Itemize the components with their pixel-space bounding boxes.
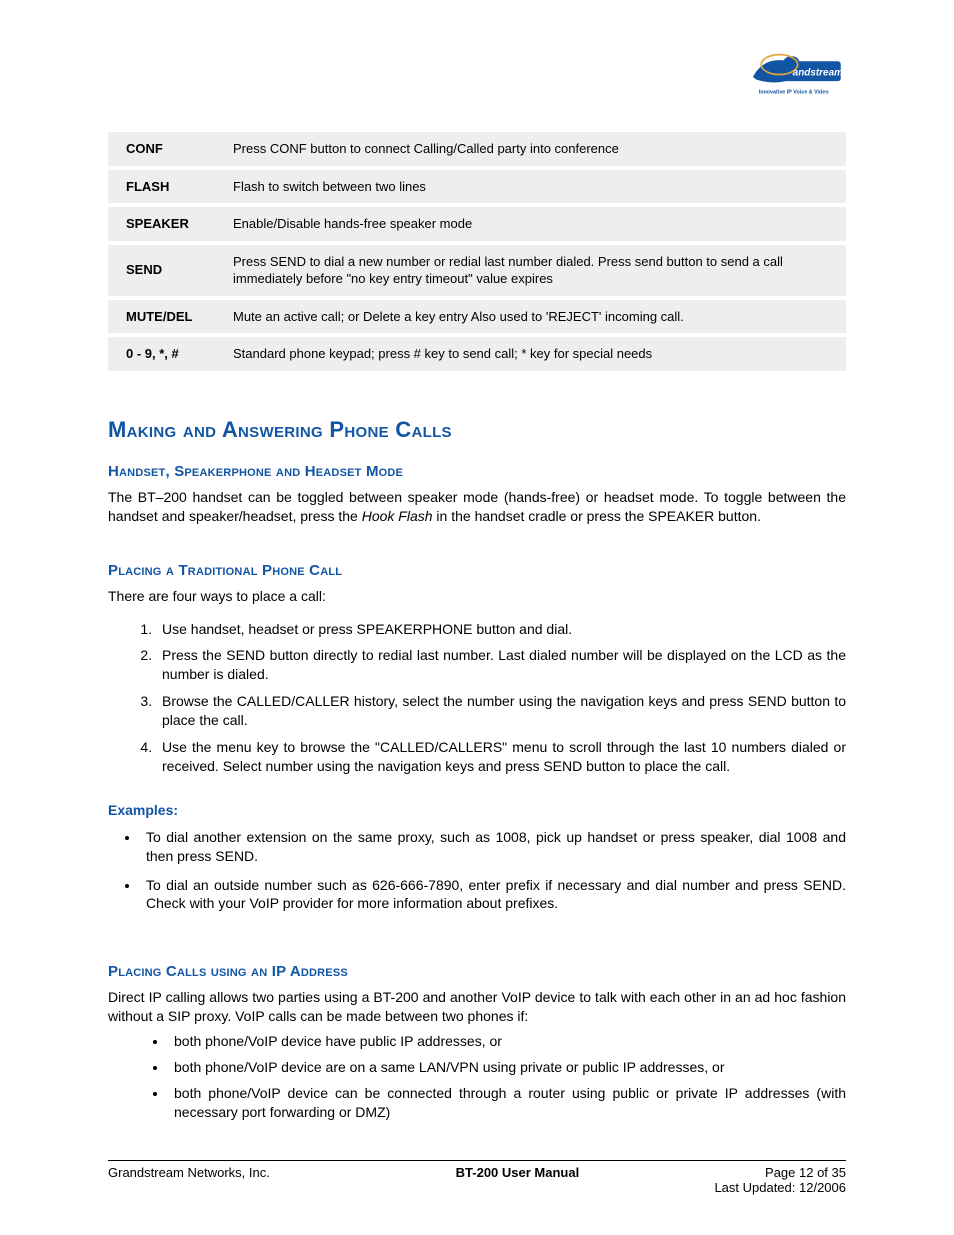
table-row: MUTE/DEL Mute an active call; or Delete …: [108, 300, 846, 334]
list-item: Use the menu key to browse the "CALLED/C…: [156, 738, 846, 776]
list-item: both phone/VoIP device can be connected …: [168, 1084, 846, 1122]
ip-conditions-list: both phone/VoIP device have public IP ad…: [168, 1032, 846, 1122]
hook-switch-text: Hook Flash: [362, 508, 433, 524]
footer-company: Grandstream Networks, Inc.: [108, 1165, 270, 1180]
table-row: 0 - 9, *, # Standard phone keypad; press…: [108, 337, 846, 371]
logo: andstream Innovative IP Voice & Video: [746, 48, 846, 106]
subheading-handset-mode: Handset, Speakerphone and Headset Mode: [108, 463, 846, 480]
para-text: in the handset cradle or press the SPEAK…: [433, 508, 761, 524]
list-item: To dial another extension on the same pr…: [140, 828, 846, 866]
table-row: SEND Press SEND to dial a new number or …: [108, 245, 846, 296]
list-item: both phone/VoIP device are on a same LAN…: [168, 1058, 846, 1077]
para-ip-intro: Direct IP calling allows two parties usi…: [108, 988, 846, 1026]
list-item: Browse the CALLED/CALLER history, select…: [156, 692, 846, 730]
list-item: Press the SEND button directly to redial…: [156, 646, 846, 684]
table-row: CONF Press CONF button to connect Callin…: [108, 132, 846, 166]
desc-cell: Press CONF button to connect Calling/Cal…: [223, 132, 846, 166]
key-function-table: CONF Press CONF button to connect Callin…: [108, 128, 846, 375]
key-cell: CONF: [108, 132, 223, 166]
footer-title: BT-200 User Manual: [456, 1165, 580, 1180]
steps-list: Use handset, headset or press SPEAKERPHO…: [156, 620, 846, 776]
para-handset-mode: The BT–200 handset can be toggled betwee…: [108, 488, 846, 526]
list-item: To dial an outside number such as 626-66…: [140, 876, 846, 914]
footer-page: Page 12 of 35: [765, 1165, 846, 1180]
section-heading-main: Making and Answering Phone Calls: [108, 417, 846, 443]
key-cell: SEND: [108, 245, 223, 296]
key-cell: SPEAKER: [108, 207, 223, 241]
subheading-ip-address: Placing Calls using an IP Address: [108, 963, 846, 980]
list-item: both phone/VoIP device have public IP ad…: [168, 1032, 846, 1051]
table-row: SPEAKER Enable/Disable hands-free speake…: [108, 207, 846, 241]
desc-cell: Enable/Disable hands-free speaker mode: [223, 207, 846, 241]
desc-cell: Press SEND to dial a new number or redia…: [223, 245, 846, 296]
table-row: FLASH Flash to switch between two lines: [108, 170, 846, 204]
examples-heading: Examples:: [108, 802, 846, 818]
desc-cell: Flash to switch between two lines: [223, 170, 846, 204]
svg-text:andstream: andstream: [793, 67, 843, 78]
list-item: Use handset, headset or press SPEAKERPHO…: [156, 620, 846, 639]
page-footer: Grandstream Networks, Inc. BT-200 User M…: [108, 1160, 846, 1195]
key-cell: 0 - 9, *, #: [108, 337, 223, 371]
logo-tagline: Innovative IP Voice & Video: [759, 90, 830, 96]
desc-cell: Standard phone keypad; press # key to se…: [223, 337, 846, 371]
examples-list: To dial another extension on the same pr…: [140, 828, 846, 914]
para-intro: There are four ways to place a call:: [108, 587, 846, 606]
key-cell: MUTE/DEL: [108, 300, 223, 334]
key-cell: FLASH: [108, 170, 223, 204]
subheading-traditional-call: Placing a Traditional Phone Call: [108, 562, 846, 579]
desc-cell: Mute an active call; or Delete a key ent…: [223, 300, 846, 334]
footer-updated: Last Updated: 12/2006: [714, 1180, 846, 1195]
